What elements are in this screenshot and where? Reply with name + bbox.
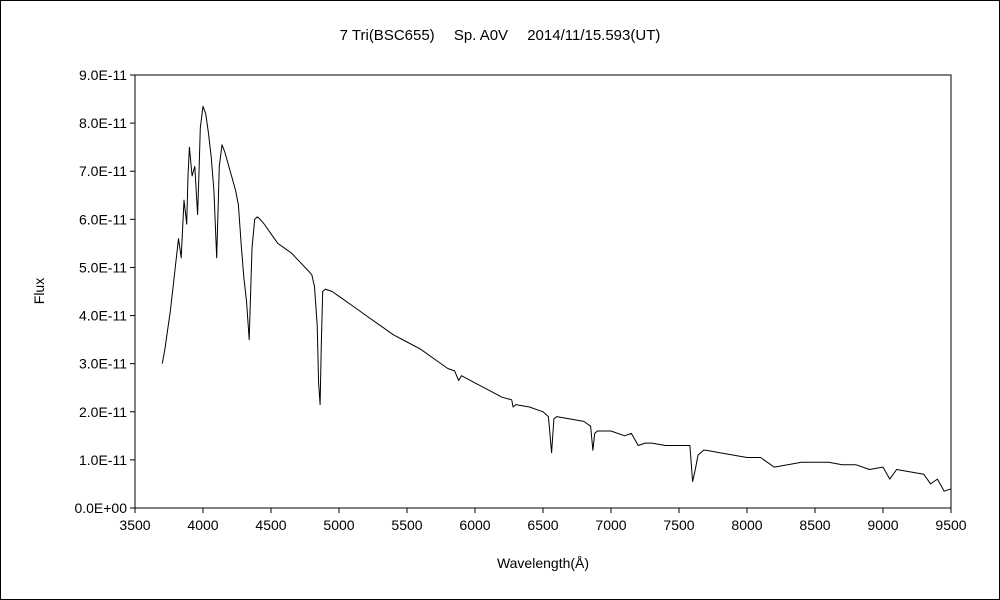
y-tick-label: 2.0E-11 [79, 404, 127, 420]
y-tick-label: 5.0E-11 [79, 259, 127, 275]
x-tick-label: 6000 [459, 517, 490, 533]
y-tick-label: 4.0E-11 [79, 308, 127, 324]
y-axis-ticks: 0.0E+00 1.0E-11 2.0E-11 3.0E-11 4.0E-11 5.0E-… [74, 67, 135, 516]
x-axis-ticks: 3500 4000 4500 5000 5500 6000 6500 7000 7500 8000… [119, 508, 967, 533]
y-tick-label: 0.0E+00 [74, 500, 127, 516]
y-tick-label: 3.0E-11 [79, 356, 127, 372]
x-tick-label: 5500 [391, 517, 422, 533]
x-tick-label: 3500 [119, 517, 150, 533]
y-tick-label: 1.0E-11 [79, 452, 127, 468]
chart-title: 7 Tri(BSC655) Sp. A0V 2014/11/15.593(UT) [339, 27, 661, 44]
y-tick-label: 8.0E-11 [79, 115, 127, 131]
plot-area [134, 74, 952, 509]
y-axis-label: Flux [31, 278, 47, 304]
x-tick-label: 9500 [935, 517, 966, 533]
y-tick-label: 6.0E-11 [79, 211, 127, 227]
x-tick-label: 6500 [527, 517, 558, 533]
x-tick-label: 7000 [595, 517, 626, 533]
x-tick-label: 8000 [731, 517, 762, 533]
x-tick-label: 9000 [867, 517, 898, 533]
y-tick-label: 7.0E-11 [79, 163, 127, 179]
x-tick-label: 8500 [799, 517, 830, 533]
x-tick-label: 7500 [663, 517, 694, 533]
spectrum-line [161, 105, 952, 492]
x-tick-label: 4500 [255, 517, 286, 533]
series-layer [161, 105, 952, 492]
x-tick-label: 4000 [187, 517, 218, 533]
y-tick-label: 9.0E-11 [79, 67, 127, 83]
x-tick-label: 5000 [323, 517, 354, 533]
x-axis-label: Wavelength(Å) [497, 555, 589, 571]
